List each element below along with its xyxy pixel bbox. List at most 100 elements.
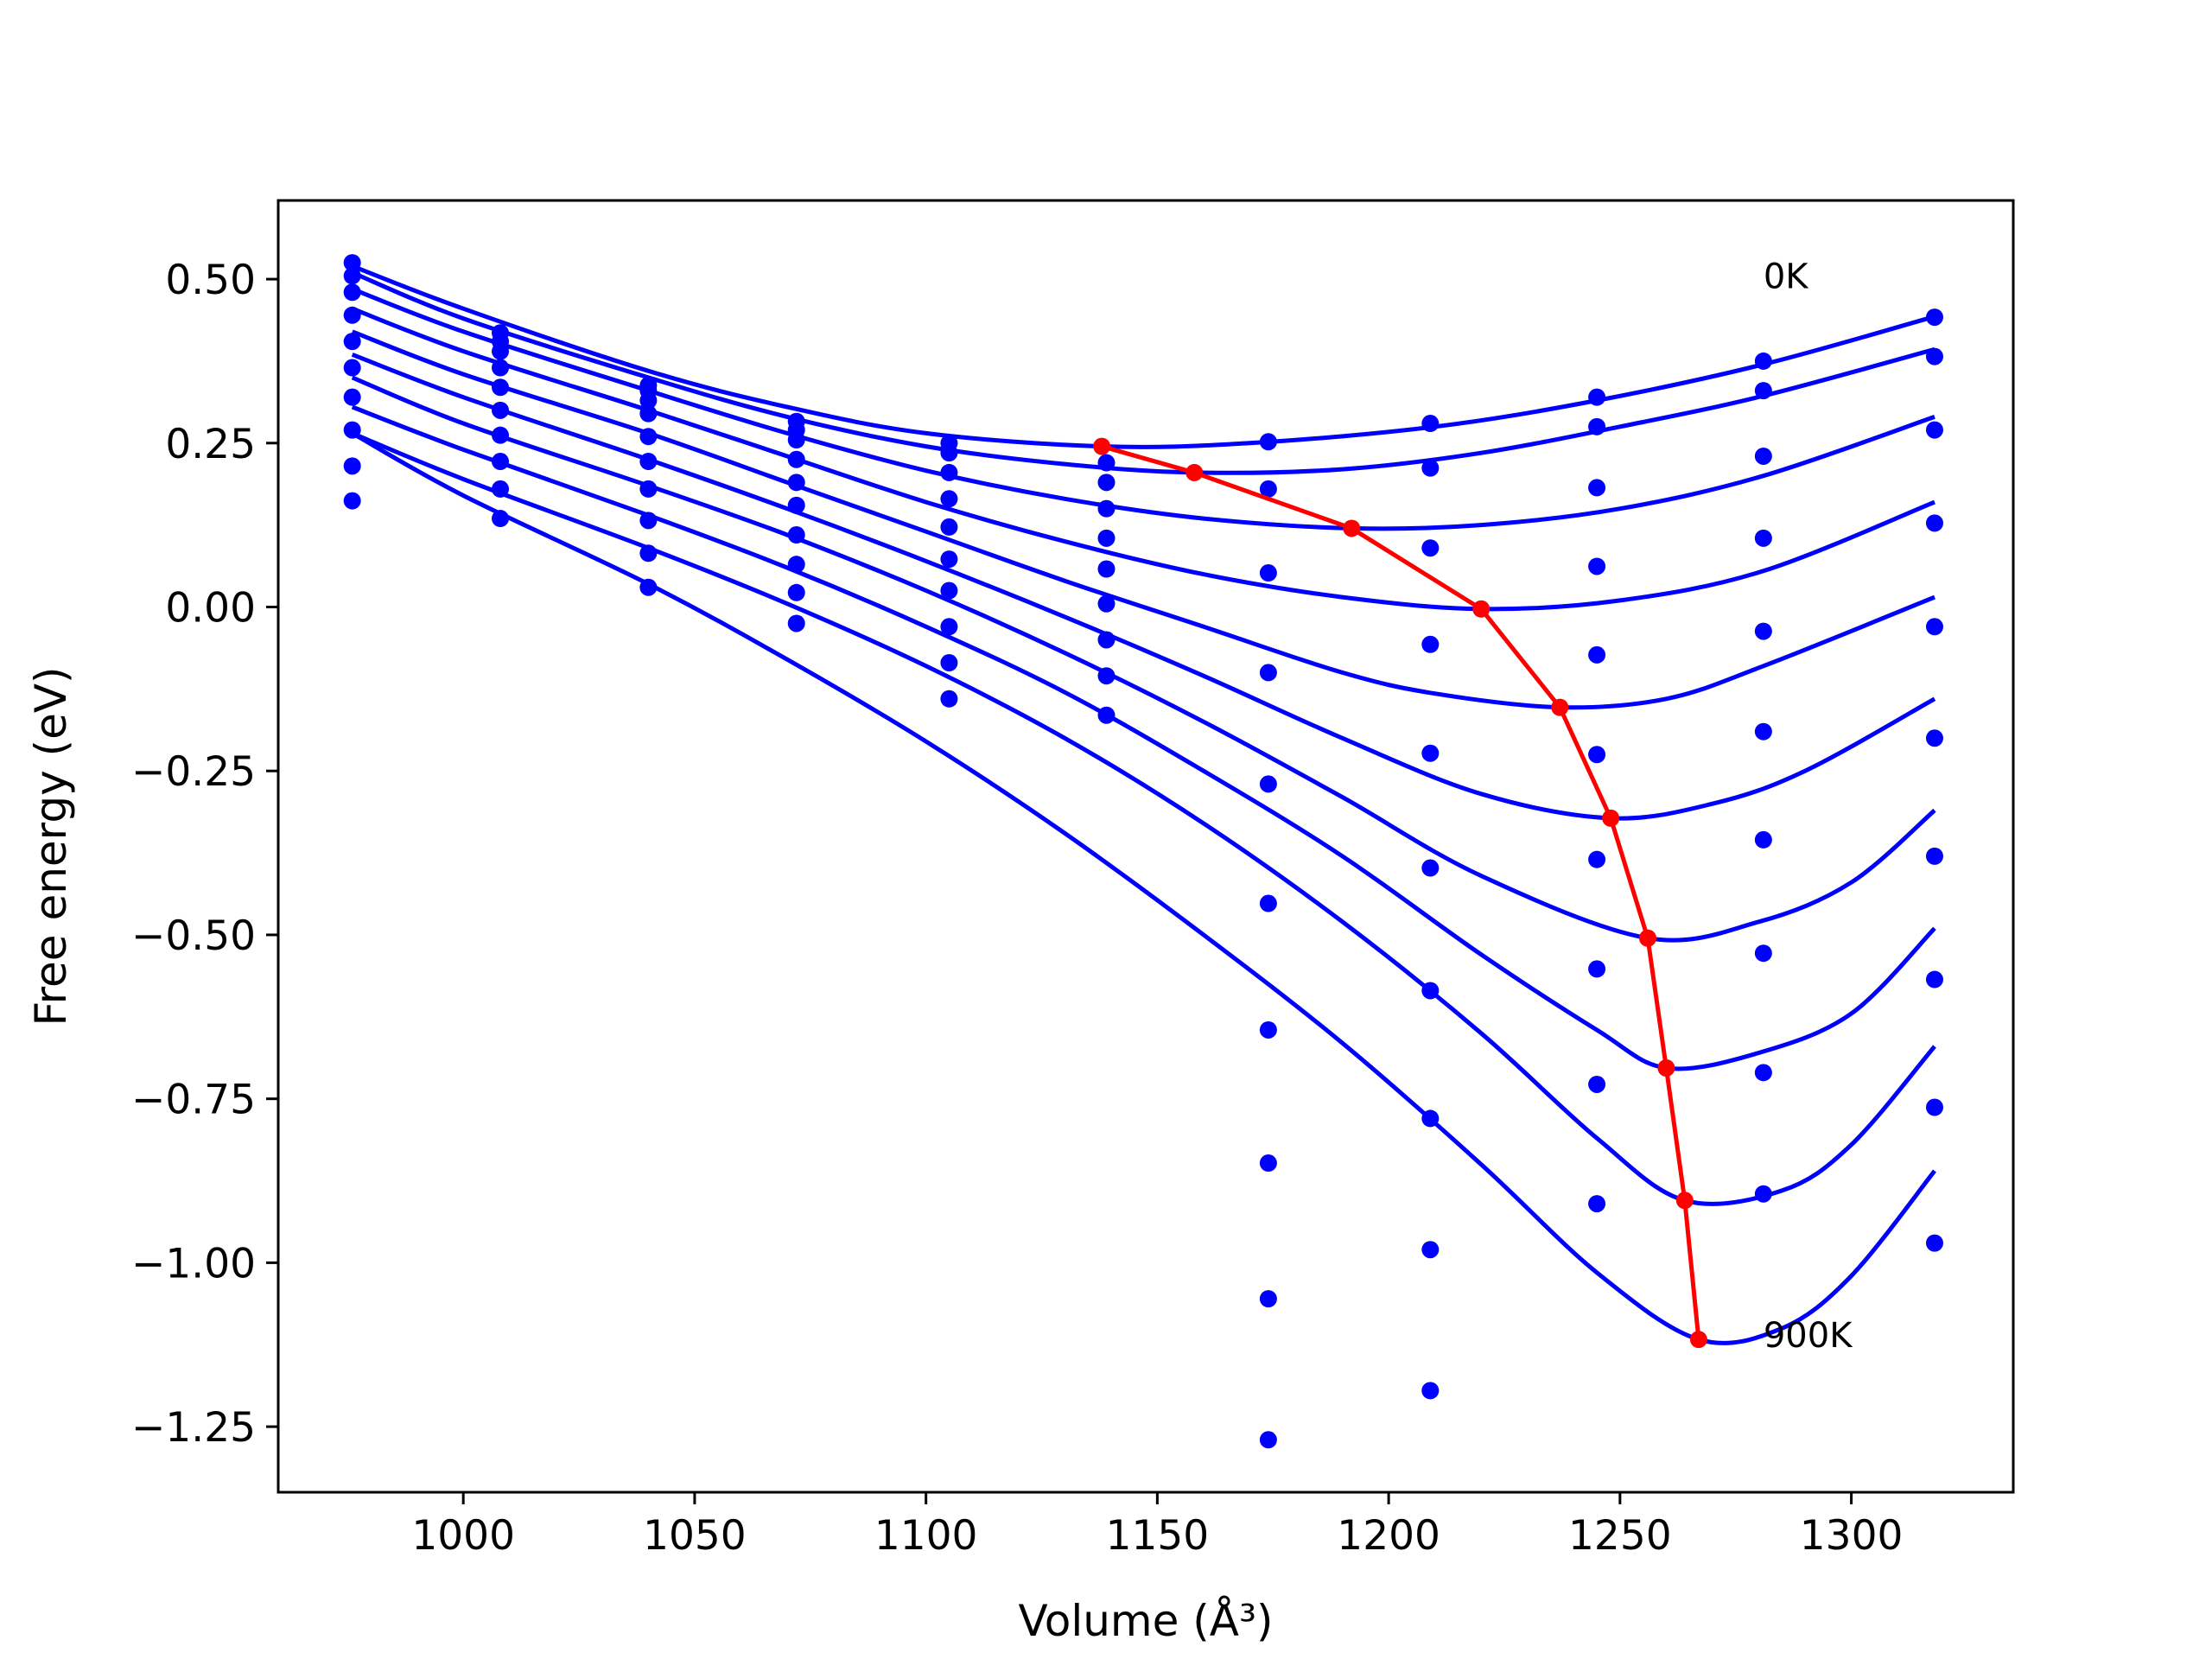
data-point-8-9 <box>1754 1064 1772 1082</box>
data-point-4-10 <box>1925 618 1943 636</box>
data-point-9-0 <box>343 492 361 510</box>
data-point-0-7 <box>1421 415 1440 433</box>
x-tick-label: 1100 <box>874 1512 978 1560</box>
x-tick-label: 1200 <box>1337 1512 1440 1560</box>
data-point-2-3 <box>787 430 805 448</box>
data-point-8-6 <box>1259 1290 1277 1308</box>
data-point-8-10 <box>1925 1098 1943 1116</box>
y-tick-label: −0.75 <box>131 1077 256 1124</box>
fit-curve-1 <box>351 270 1936 475</box>
data-point-6-9 <box>1754 830 1772 849</box>
data-point-5-6 <box>1259 894 1277 912</box>
data-point-0-8 <box>1588 388 1606 406</box>
data-point-5-5 <box>1097 594 1116 613</box>
data-point-2-7 <box>1421 539 1440 557</box>
data-point-4-0 <box>343 333 361 351</box>
data-point-3-8 <box>1588 557 1606 575</box>
data-point-9-4 <box>940 690 958 708</box>
minimum-point-4 <box>1551 698 1569 716</box>
x-tick-label: 1000 <box>411 1512 515 1560</box>
data-point-1-4 <box>940 444 958 462</box>
data-point-4-2 <box>639 428 658 446</box>
data-point-5-7 <box>1421 859 1440 877</box>
data-point-2-1 <box>492 342 510 360</box>
y-tick-label: −1.25 <box>131 1404 256 1452</box>
data-point-4-8 <box>1588 645 1606 664</box>
data-point-5-2 <box>639 453 658 471</box>
data-point-1-9 <box>1754 382 1772 400</box>
y-tick-label: −0.25 <box>131 748 256 796</box>
y-axis-label: Free energy (eV) <box>26 666 76 1026</box>
data-point-2-6 <box>1259 564 1277 582</box>
minimum-point-2 <box>1343 519 1361 537</box>
minimum-path <box>1093 437 1707 1349</box>
data-point-6-3 <box>787 526 805 544</box>
data-point-5-0 <box>343 359 361 377</box>
data-point-9-10 <box>1925 1234 1943 1252</box>
data-points <box>343 254 1943 1449</box>
data-point-3-10 <box>1925 514 1943 532</box>
data-point-0-9 <box>1754 352 1772 370</box>
data-point-9-8 <box>1588 1195 1606 1213</box>
data-point-7-7 <box>1421 1109 1440 1128</box>
data-point-2-0 <box>343 283 361 302</box>
data-point-4-5 <box>1097 560 1116 578</box>
data-point-3-9 <box>1754 529 1772 547</box>
data-point-0-5 <box>1097 454 1116 472</box>
data-point-7-9 <box>1754 944 1772 963</box>
minimum-path-line <box>1101 444 1701 1340</box>
data-point-2-4 <box>940 463 958 481</box>
data-point-8-3 <box>787 583 805 601</box>
data-point-0-10 <box>1925 308 1943 327</box>
y-tick-label: 0.25 <box>165 421 256 468</box>
data-point-8-2 <box>639 544 658 563</box>
data-point-4-4 <box>940 518 958 536</box>
data-point-6-4 <box>940 582 958 600</box>
y-tick-label: −1.00 <box>131 1240 256 1287</box>
data-point-7-3 <box>787 556 805 574</box>
data-point-0-0 <box>343 254 361 272</box>
data-point-3-7 <box>1421 635 1440 653</box>
fit-curve-2 <box>351 287 1936 531</box>
data-point-7-6 <box>1259 1154 1277 1173</box>
data-point-1-10 <box>1925 347 1943 365</box>
data-point-6-7 <box>1421 982 1440 1000</box>
minimum-point-5 <box>1602 809 1620 827</box>
data-point-2-5 <box>1097 499 1116 518</box>
data-point-7-4 <box>940 618 958 636</box>
fit-curve-3 <box>351 306 1936 612</box>
data-point-1-7 <box>1421 459 1440 477</box>
data-point-7-5 <box>1097 667 1116 685</box>
annotation-900k: 900K <box>1764 1316 1853 1356</box>
x-axis-ticks: 1000 1050 1100 1150 1200 1250 1300 <box>411 1492 1903 1560</box>
data-point-8-5 <box>1097 706 1116 724</box>
fit-curve-9 <box>351 431 1936 1345</box>
data-point-7-8 <box>1588 960 1606 978</box>
data-point-6-8 <box>1588 850 1606 868</box>
data-point-5-8 <box>1588 746 1606 764</box>
data-point-3-2 <box>639 404 658 423</box>
minimum-point-7 <box>1657 1059 1675 1077</box>
y-tick-label: 0.50 <box>165 257 256 304</box>
data-point-4-9 <box>1754 622 1772 640</box>
data-point-3-3 <box>787 450 805 468</box>
data-point-7-0 <box>343 421 361 439</box>
fit-curve-8 <box>351 431 1936 1206</box>
fit-curves <box>351 264 1936 1345</box>
data-point-9-2 <box>639 578 658 596</box>
data-point-5-10 <box>1925 729 1943 747</box>
x-axis-label: Volume (Å³) <box>1018 1596 1273 1646</box>
data-point-5-9 <box>1754 722 1772 741</box>
x-tick-label: 1050 <box>643 1512 747 1560</box>
data-point-9-6 <box>1259 1431 1277 1449</box>
data-point-9-7 <box>1421 1382 1440 1400</box>
x-tick-label: 1300 <box>1800 1512 1904 1560</box>
data-point-1-8 <box>1588 417 1606 435</box>
data-point-0-6 <box>1259 433 1277 451</box>
data-point-4-7 <box>1421 744 1440 762</box>
data-point-2-10 <box>1925 421 1943 439</box>
data-point-2-8 <box>1588 479 1606 497</box>
plot-frame <box>276 199 2015 1494</box>
data-point-4-1 <box>492 378 510 397</box>
